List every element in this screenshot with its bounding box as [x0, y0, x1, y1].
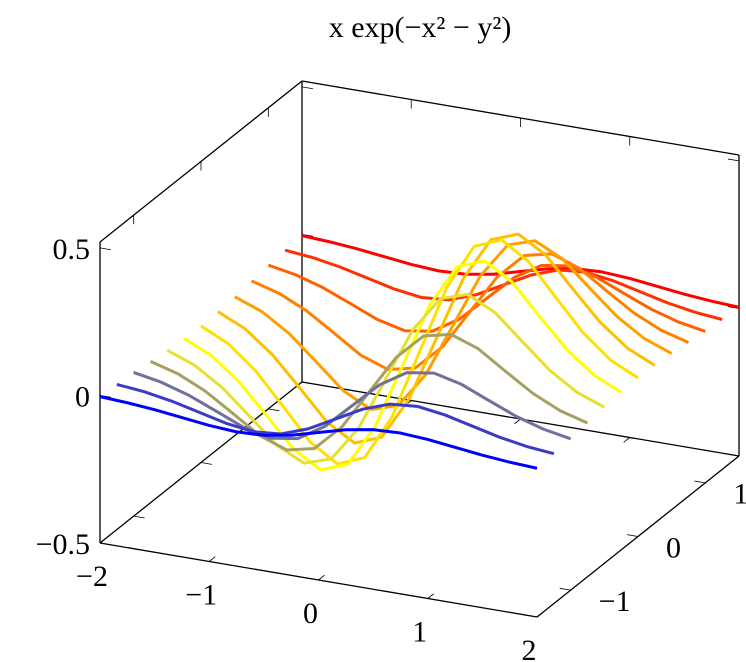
y-tick	[694, 480, 706, 484]
z-tick	[301, 86, 313, 90]
z-tick-label: 0	[75, 380, 90, 413]
x-tick-label: −2	[76, 560, 108, 593]
x-tick-label: 0	[303, 597, 318, 630]
x-tick-label: −1	[185, 578, 217, 611]
x-tick	[99, 537, 107, 544]
z-tick	[99, 247, 111, 251]
z-tick	[301, 381, 313, 385]
mesh-line	[267, 263, 706, 333]
mesh-line	[217, 232, 656, 445]
x-tick	[732, 455, 740, 462]
y-tick-label: −1	[599, 585, 631, 618]
mesh-line	[250, 252, 690, 372]
y-tick	[559, 587, 571, 591]
x-tick	[318, 574, 325, 581]
z-tick	[99, 542, 111, 546]
y-tick-label: 1	[733, 478, 746, 511]
mesh-line	[99, 395, 538, 470]
z-tick	[728, 158, 740, 162]
y-tick-label: 0	[666, 531, 681, 564]
z-tick-label: −0.5	[36, 528, 90, 561]
x-tick	[514, 418, 521, 425]
x-tick	[623, 437, 630, 443]
mesh-line	[116, 382, 555, 456]
mesh-line	[166, 292, 606, 465]
x-tick	[427, 593, 435, 599]
z-tick	[728, 453, 740, 457]
x-tick	[536, 611, 544, 618]
x-tick-label: 2	[522, 634, 537, 662]
chart-title: x exp(−x² − y²)	[329, 11, 512, 44]
y-tick	[268, 408, 280, 412]
y-tick	[627, 534, 639, 537]
x-tick-label: 1	[412, 615, 427, 648]
z-tick-label: 0.5	[53, 233, 91, 266]
y-tick	[200, 462, 212, 465]
mesh-line	[301, 234, 740, 309]
y-tick	[133, 515, 145, 519]
mesh-line	[233, 239, 673, 412]
mesh-line	[200, 238, 639, 466]
mesh-line	[183, 259, 622, 472]
mesh-line	[133, 371, 572, 441]
x-tick	[209, 556, 216, 562]
